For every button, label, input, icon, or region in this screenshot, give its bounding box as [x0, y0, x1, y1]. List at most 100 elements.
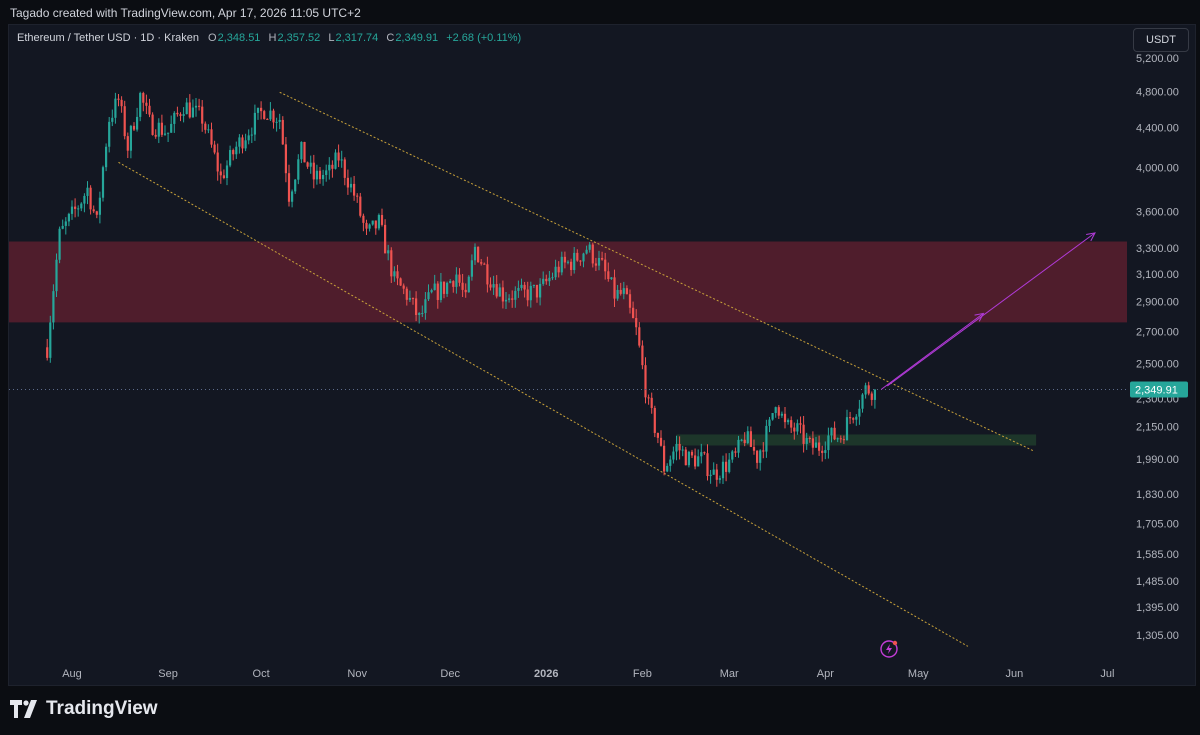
candle [182, 114, 185, 116]
close-value: 2,349.91 [395, 32, 439, 44]
candle [545, 278, 548, 282]
candle [746, 431, 749, 444]
x-tick-label: Sep [158, 668, 178, 680]
y-tick-label: 2,150.00 [1136, 422, 1179, 434]
candle [749, 431, 752, 447]
candle [353, 183, 356, 196]
candle [467, 276, 470, 293]
chart-panel[interactable]: 5,200.00 4,800.00 4,400.00 4,000.00 3,600.00… [8, 24, 1196, 686]
candle [681, 449, 684, 451]
y-tick-label: 2,500.00 [1136, 359, 1179, 371]
candle [867, 385, 870, 394]
currency-selector[interactable]: USDT [1133, 28, 1189, 52]
candle [67, 213, 70, 222]
candle [619, 289, 622, 294]
open-value: 2,348.51 [217, 32, 261, 44]
candle [430, 290, 433, 293]
candle [610, 277, 613, 280]
candle [514, 290, 517, 300]
candle [284, 144, 287, 174]
candle [737, 439, 740, 453]
y-tick-label: 4,800.00 [1136, 86, 1179, 98]
price-chart[interactable]: 5,200.00 4,800.00 4,400.00 4,000.00 3,600.00… [9, 25, 1195, 685]
candle [194, 105, 198, 108]
candle [824, 450, 827, 453]
candle [625, 288, 628, 295]
candle [452, 281, 455, 287]
candle [849, 417, 852, 419]
candle [833, 427, 836, 440]
candle [718, 478, 721, 480]
candle [396, 271, 399, 279]
candle [554, 266, 557, 278]
candle [399, 278, 402, 286]
candle [384, 224, 387, 254]
projection-arrowhead-1 [974, 312, 985, 322]
candle [489, 284, 492, 288]
candle [244, 140, 247, 149]
candle [768, 419, 771, 426]
candle [560, 256, 563, 273]
change-value: +2.68 (+0.11%) [446, 32, 522, 44]
candle [852, 418, 855, 420]
candle [387, 250, 390, 254]
candle [777, 407, 780, 416]
x-tick-label: Nov [347, 668, 367, 680]
candle [136, 116, 139, 130]
y-tick-label: 1,705.00 [1136, 518, 1179, 530]
candle [579, 260, 582, 262]
candle [802, 424, 805, 444]
x-tick-label: Aug [62, 668, 82, 680]
candle [278, 119, 281, 122]
candle [461, 282, 464, 290]
candle [436, 283, 439, 300]
candle [632, 307, 635, 319]
candle [870, 393, 873, 400]
candle [210, 129, 213, 145]
candle [734, 451, 737, 453]
lightning-icon-ring [880, 640, 898, 658]
candle [712, 469, 715, 475]
candle [232, 150, 235, 155]
candle [551, 277, 554, 279]
x-tick-label: Dec [440, 668, 460, 680]
candle [783, 413, 787, 423]
candle [694, 455, 697, 467]
candle [306, 162, 309, 167]
candle [117, 98, 120, 100]
candle [511, 298, 514, 300]
x-tick-label: May [908, 668, 929, 680]
candle [787, 420, 790, 423]
candle [706, 453, 709, 477]
candle [616, 289, 619, 299]
x-tick-label: Apr [817, 668, 834, 680]
candle [557, 266, 560, 273]
candle [873, 389, 876, 400]
candle [328, 164, 331, 171]
candle [132, 125, 136, 130]
candle [371, 220, 374, 225]
resistance-zone [9, 241, 1127, 323]
candle [740, 439, 743, 441]
candle [690, 451, 694, 456]
candle [576, 252, 579, 261]
y-tick-label: 4,400.00 [1136, 123, 1179, 135]
projection-arrowhead-2 [1086, 232, 1096, 242]
candle [325, 170, 328, 175]
candle [542, 278, 545, 284]
y-tick-label: 1,830.00 [1136, 489, 1179, 501]
candle [517, 287, 520, 291]
candle [765, 425, 768, 452]
candle [638, 327, 641, 346]
candle [123, 106, 126, 137]
candle [464, 289, 467, 293]
lightning-icon[interactable] [880, 640, 898, 658]
symbol-name[interactable]: Ethereum / Tether USD · 1D · Kraken [17, 32, 199, 44]
candle [458, 274, 461, 283]
candle [635, 318, 638, 328]
candle [219, 171, 222, 176]
candle [756, 450, 759, 463]
tradingview-logo[interactable]: TradingView [10, 698, 158, 720]
candle [790, 420, 793, 428]
candle [142, 93, 145, 103]
